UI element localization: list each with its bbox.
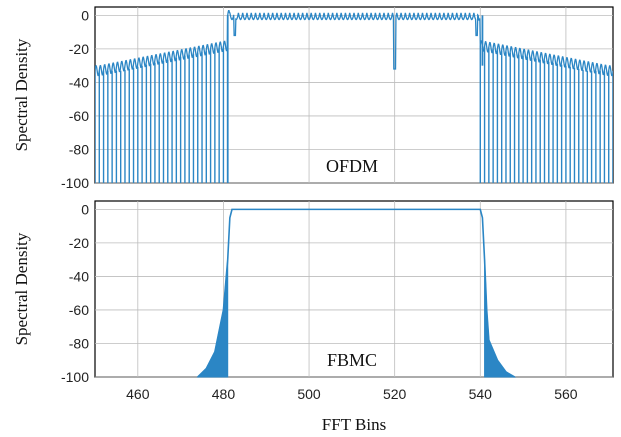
y-tick-label: -60 — [69, 302, 89, 318]
top-panel-plot — [95, 9, 613, 183]
y-tick-label: -80 — [69, 335, 89, 351]
x-tick-label: 500 — [297, 386, 321, 402]
x-tick-label: 560 — [554, 386, 578, 402]
fbmc-line — [197, 208, 515, 378]
y-tick-label: -40 — [69, 74, 89, 90]
ofdm-annotation: OFDM — [326, 156, 378, 176]
x-tick-label: 520 — [383, 386, 407, 402]
top-y-axis-label: Spectral Density — [12, 38, 31, 151]
y-tick-label: -20 — [69, 235, 89, 251]
bottom-panel-plot — [196, 208, 517, 378]
y-tick-label: -40 — [69, 268, 89, 284]
y-tick-label: -100 — [61, 369, 89, 385]
x-axis-label: FFT Bins — [322, 415, 386, 434]
y-tick-label: -20 — [69, 41, 89, 57]
y-tick-label: 0 — [81, 7, 89, 23]
ofdm-series — [95, 9, 613, 183]
x-tick-label: 460 — [126, 386, 150, 402]
bottom-y-axis-label: Spectral Density — [12, 232, 31, 345]
x-tick-label: 540 — [469, 386, 493, 402]
y-tick-label: 0 — [81, 201, 89, 217]
fbmc-series — [196, 208, 517, 378]
bottom-panel-y-ticks: 0 -20 -40 -60 -80 -100 — [61, 201, 89, 385]
x-tick-label: 480 — [212, 386, 236, 402]
y-tick-label: -60 — [69, 108, 89, 124]
y-tick-label: -80 — [69, 141, 89, 157]
top-panel-y-ticks: 0 -20 -40 -60 -80 -100 — [61, 7, 89, 191]
bottom-panel-grid — [95, 201, 613, 378]
fbmc-annotation: FBMC — [327, 350, 377, 370]
fbmc-right-skirt — [484, 259, 517, 378]
y-tick-label: -100 — [61, 175, 89, 191]
x-tick-labels: 460 480 500 520 540 560 — [126, 386, 578, 402]
ofdm-line — [95, 9, 613, 77]
